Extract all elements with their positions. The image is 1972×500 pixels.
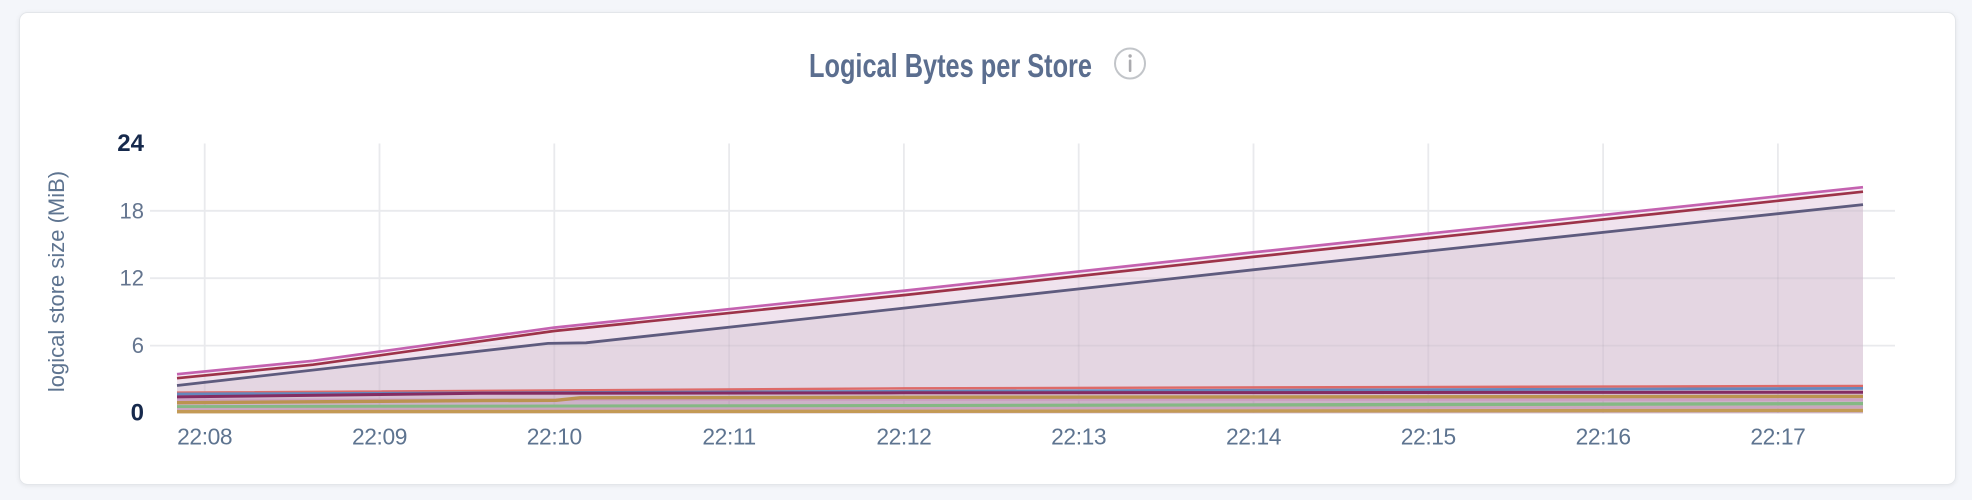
svg-text:22:15: 22:15 bbox=[1401, 424, 1456, 450]
svg-text:logical store size (MiB): logical store size (MiB) bbox=[44, 171, 69, 392]
svg-text:22:13: 22:13 bbox=[1051, 424, 1106, 450]
svg-text:0: 0 bbox=[131, 400, 144, 427]
svg-text:6: 6 bbox=[132, 333, 144, 358]
svg-text:22:16: 22:16 bbox=[1576, 424, 1631, 450]
svg-text:22:08: 22:08 bbox=[177, 424, 232, 450]
svg-text:22:09: 22:09 bbox=[352, 424, 407, 450]
svg-text:18: 18 bbox=[120, 198, 144, 223]
svg-text:22:17: 22:17 bbox=[1750, 424, 1805, 450]
svg-text:24: 24 bbox=[117, 130, 144, 157]
svg-text:Logical Bytes per Store: Logical Bytes per Store bbox=[809, 47, 1092, 84]
svg-text:22:12: 22:12 bbox=[876, 424, 931, 450]
svg-text:12: 12 bbox=[120, 266, 144, 291]
svg-text:22:11: 22:11 bbox=[702, 424, 755, 450]
svg-text:22:14: 22:14 bbox=[1226, 424, 1282, 450]
svg-text:22:10: 22:10 bbox=[527, 424, 582, 450]
